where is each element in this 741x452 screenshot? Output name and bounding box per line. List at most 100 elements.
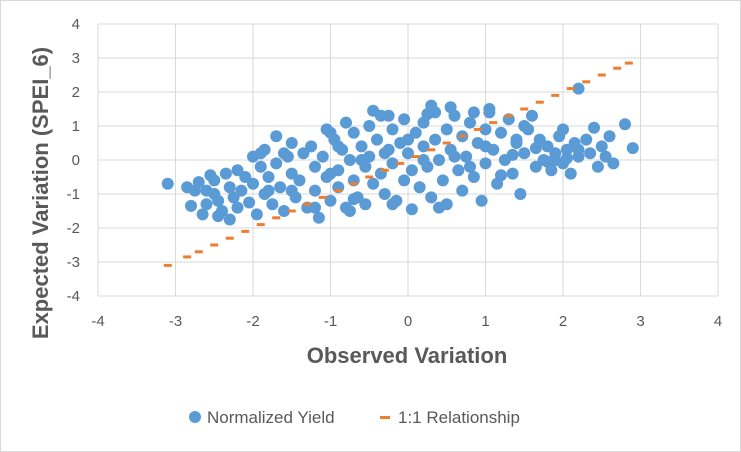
data-point [239, 171, 252, 183]
data-point [588, 121, 600, 134]
data-point [274, 181, 287, 194]
one-to-one-marker [241, 229, 250, 233]
data-point [185, 199, 197, 212]
data-point [398, 174, 411, 187]
data-point [452, 164, 465, 177]
one-to-one-marker [365, 175, 374, 179]
data-point [355, 140, 368, 153]
legend-marker-normalized-yield [189, 411, 201, 423]
x-tick-labels: -4 -3 -2 -1 0 1 2 3 4 [91, 313, 722, 330]
data-point [518, 120, 531, 132]
one-to-one-marker [303, 202, 312, 206]
data-point [332, 140, 345, 153]
one-to-one-marker [349, 182, 358, 186]
y-tick-label: 4 [72, 16, 80, 33]
data-point [599, 150, 612, 163]
data-point [309, 184, 321, 197]
x-tick-label: 0 [404, 313, 412, 330]
data-point [367, 104, 380, 117]
normalized-yield-series [161, 82, 639, 226]
data-point [557, 123, 569, 136]
data-point [212, 210, 225, 223]
data-point [347, 126, 360, 139]
data-point [359, 198, 372, 211]
y-tick-label: -2 [67, 220, 80, 237]
data-point [402, 133, 414, 146]
one-to-one-marker [551, 93, 560, 97]
data-point [285, 167, 298, 180]
data-point [266, 198, 279, 211]
x-tick-label: -3 [169, 313, 182, 330]
one-to-one-marker [504, 114, 513, 118]
data-point [444, 101, 457, 114]
data-point [386, 157, 399, 170]
y-tick-labels: 4 3 2 1 0 -1 -2 -3 -4 [67, 16, 80, 305]
data-point [223, 213, 236, 226]
data-point [560, 152, 573, 165]
data-point [262, 171, 275, 183]
data-point [231, 201, 244, 214]
data-point [254, 160, 267, 173]
data-point [243, 196, 256, 209]
one-to-one-marker [520, 107, 529, 111]
data-point [196, 208, 209, 221]
data-point [479, 140, 492, 153]
data-point [560, 143, 573, 156]
data-point [378, 188, 391, 200]
data-point [440, 123, 453, 136]
data-point [247, 177, 259, 190]
data-point [231, 164, 244, 177]
legend: Normalized Yield 1:1 Relationship [189, 408, 520, 427]
data-point [343, 154, 356, 166]
data-point [347, 193, 360, 206]
data-point [460, 150, 473, 163]
data-point [529, 160, 542, 173]
x-tick-label: 3 [636, 313, 644, 330]
one-to-one-marker [458, 134, 467, 138]
data-point [312, 211, 325, 224]
data-point [247, 150, 259, 163]
one-to-one-marker [272, 216, 281, 220]
data-point [572, 82, 585, 95]
y-tick-label: -4 [67, 288, 80, 305]
legend-label-one-to-one: 1:1 Relationship [398, 408, 520, 427]
one-to-one-marker [582, 80, 591, 84]
legend-marker-one-to-one [380, 416, 390, 419]
data-point [433, 154, 445, 166]
x-tick-label: -4 [91, 313, 104, 330]
data-point [200, 184, 213, 197]
one-to-one-marker [566, 87, 575, 91]
data-point [479, 157, 492, 170]
y-tick-label: 3 [72, 50, 80, 67]
data-point [572, 143, 585, 156]
data-point [324, 126, 337, 139]
x-tick-label: 4 [714, 313, 722, 330]
one-to-one-marker [624, 61, 633, 65]
one-to-one-marker [183, 255, 192, 259]
data-point [293, 174, 306, 187]
data-point [456, 184, 469, 197]
data-point [464, 160, 476, 173]
data-point [421, 108, 434, 121]
data-point [584, 147, 597, 160]
data-point [316, 150, 329, 163]
data-point [200, 198, 213, 211]
data-point [235, 184, 248, 197]
one-to-one-marker [318, 195, 327, 199]
data-point [514, 188, 527, 200]
data-point [506, 167, 519, 180]
data-point [371, 133, 383, 146]
data-point [262, 184, 275, 197]
data-point [436, 174, 449, 187]
data-point [417, 140, 430, 153]
legend-label-normalized-yield: Normalized Yield [207, 408, 335, 427]
one-to-one-marker [597, 73, 606, 77]
data-point [495, 169, 507, 182]
data-point [495, 126, 507, 139]
data-point [340, 116, 352, 129]
one-to-one-marker [427, 148, 436, 152]
data-point [382, 109, 395, 122]
data-point [448, 150, 461, 163]
data-point [285, 137, 298, 149]
data-point [475, 194, 488, 207]
